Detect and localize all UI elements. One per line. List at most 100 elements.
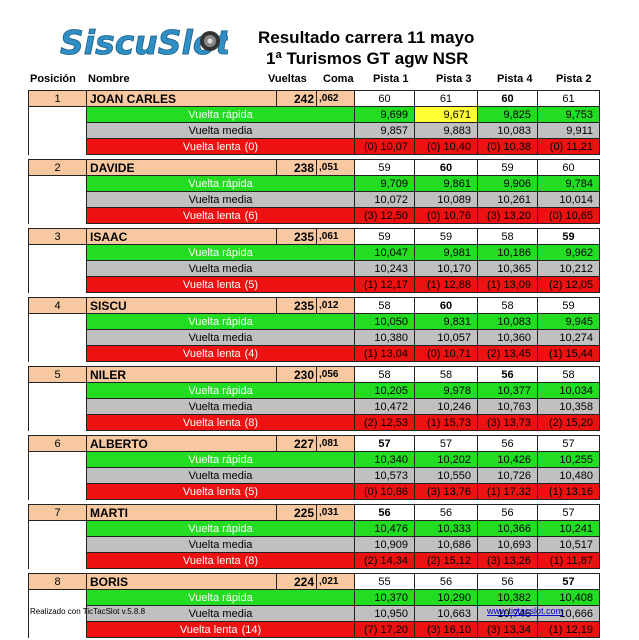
fast-lap-row: Vuelta rápida 10,340 10,202 10,426 10,255 [28,451,600,468]
fast-lap-value: 10,377 [477,382,538,399]
slow-lap-count: (5) [244,485,259,498]
slow-lap-value: (3) 16,10 [414,621,478,638]
pista-laps-cell: 61 [414,90,478,107]
blank-cell [28,483,87,500]
laps-cell: 238 [276,159,317,176]
slow-lap-value: (2) 13,45 [477,345,538,362]
pista-laps-cell: 59 [477,159,538,176]
slow-lap-label: Vuelta lenta (5) [86,276,355,293]
fast-lap-value: 10,370 [354,589,415,606]
blank-cell [28,382,87,399]
spacer-cell [28,154,600,160]
pista-laps-cell: 57 [537,573,600,590]
avg-lap-value: 10,550 [414,467,478,484]
pista-laps-cell: 60 [414,297,478,314]
pista-laps-cell: 56 [477,366,538,383]
blank-cell [28,398,87,415]
coma-cell: ,061 [316,228,355,245]
avg-lap-label: Vuelta media [86,260,355,277]
pista-laps-cell: 55 [354,573,415,590]
position-cell: 8 [28,573,87,590]
fast-lap-value: 9,825 [477,106,538,123]
fast-lap-label: Vuelta rápida [86,175,355,192]
avg-lap-value: 10,089 [414,191,478,208]
avg-lap-row: Vuelta media 10,950 10,663 10,746 10,666 [28,605,600,622]
fast-lap-value: 10,426 [477,451,538,468]
avg-lap-value: 10,573 [354,467,415,484]
blank-cell [28,589,87,606]
pista-laps-cell: 56 [477,573,538,590]
slow-lap-value: (1) 15,73 [414,414,478,431]
avg-lap-row: Vuelta media 10,573 10,550 10,726 10,480 [28,467,600,484]
avg-lap-row: Vuelta media 10,072 10,089 10,261 10,014 [28,191,600,208]
blank-cell [28,313,87,330]
fast-lap-value: 9,753 [537,106,600,123]
col-header-vueltas: Vueltas [268,73,307,85]
pista-laps-cell: 58 [414,366,478,383]
col-header-pista-2: Pista 2 [556,73,592,85]
avg-lap-value: 10,274 [537,329,600,346]
driver-name: NILER [86,366,277,383]
slow-lap-value: (1) 12,17 [354,276,415,293]
fast-lap-value: 10,241 [537,520,600,537]
driver-name: MARTI [86,504,277,521]
slow-lap-count: (5) [244,278,259,291]
slow-lap-row: Vuelta lenta (5) (1) 12,17 (1) 12,88 (1) 13,… [28,276,600,293]
pista-laps-cell: 60 [354,90,415,107]
pista-laps-cell: 59 [414,228,478,245]
slow-lap-value: (3) 13,73 [477,414,538,431]
fast-lap-label: Vuelta rápida [86,106,355,123]
fast-lap-value: 10,255 [537,451,600,468]
avg-lap-label: Vuelta media [86,191,355,208]
slow-lap-label: Vuelta lenta (5) [86,483,355,500]
laps-cell: 230 [276,366,317,383]
slow-lap-value: (3) 13,34 [477,621,538,638]
fast-lap-value: 10,408 [537,589,600,606]
slow-lap-count: (14) [241,623,262,636]
slow-lap-value: (0) 11,21 [537,138,600,155]
avg-lap-value: 10,726 [477,467,538,484]
avg-lap-value: 10,358 [537,398,600,415]
slow-lap-label-text: Vuelta lenta [182,554,241,567]
blank-cell [28,552,87,569]
slow-lap-value: (0) 10,76 [414,207,478,224]
pista-laps-cell: 57 [354,435,415,452]
slow-lap-label-text: Vuelta lenta [182,416,241,429]
slow-lap-label-text: Vuelta lenta [179,623,238,636]
col-header-pista-4: Pista 4 [497,73,533,85]
position-cell: 4 [28,297,87,314]
blank-cell [28,244,87,261]
pista-laps-cell: 59 [354,159,415,176]
fast-lap-value: 9,981 [414,244,478,261]
position-cell: 2 [28,159,87,176]
slow-lap-value: (1) 15,44 [537,345,600,362]
fast-lap-row: Vuelta rápida 9,699 9,671 9,825 9,753 [28,106,600,123]
pista-laps-cell: 60 [537,159,600,176]
blank-cell [28,122,87,139]
pista-laps-cell: 58 [477,228,538,245]
results-table: 1 JOAN CARLES 242,062 60 61 60 61 Vuelta rápida… [28,90,600,638]
fast-lap-row: Vuelta rápida 9,709 9,861 9,906 9,784 [28,175,600,192]
footer-link[interactable]: www.tictacslot.com [487,606,564,616]
driver-row: 5 NILER 230,056 58 58 56 58 [28,366,600,383]
slow-lap-label: Vuelta lenta (6) [86,207,355,224]
fast-lap-row: Vuelta rápida 10,050 9,831 10,083 9,945 [28,313,600,330]
position-cell: 1 [28,90,87,107]
row-spacer [28,430,600,436]
laps-cell: 227 [276,435,317,452]
driver-name: SISCU [86,297,277,314]
fast-lap-value: 9,906 [477,175,538,192]
driver-row: 7 MARTI 225,031 56 56 56 57 [28,504,600,521]
fast-lap-label: Vuelta rápida [86,451,355,468]
pista-laps-cell: 58 [354,297,415,314]
pista-laps-cell: 58 [537,366,600,383]
avg-lap-value: 9,883 [414,122,478,139]
pista-laps-cell: 57 [414,435,478,452]
slow-lap-value: (2) 12,05 [537,276,600,293]
col-header-posicion: Posición [30,73,76,85]
slow-lap-row: Vuelta lenta (14) (7) 17,20 (3) 16,10 (3) 13… [28,621,600,638]
fast-lap-label: Vuelta rápida [86,244,355,261]
slow-lap-count: (0) [244,140,259,153]
slow-lap-label: Vuelta lenta (0) [86,138,355,155]
avg-lap-value: 9,857 [354,122,415,139]
